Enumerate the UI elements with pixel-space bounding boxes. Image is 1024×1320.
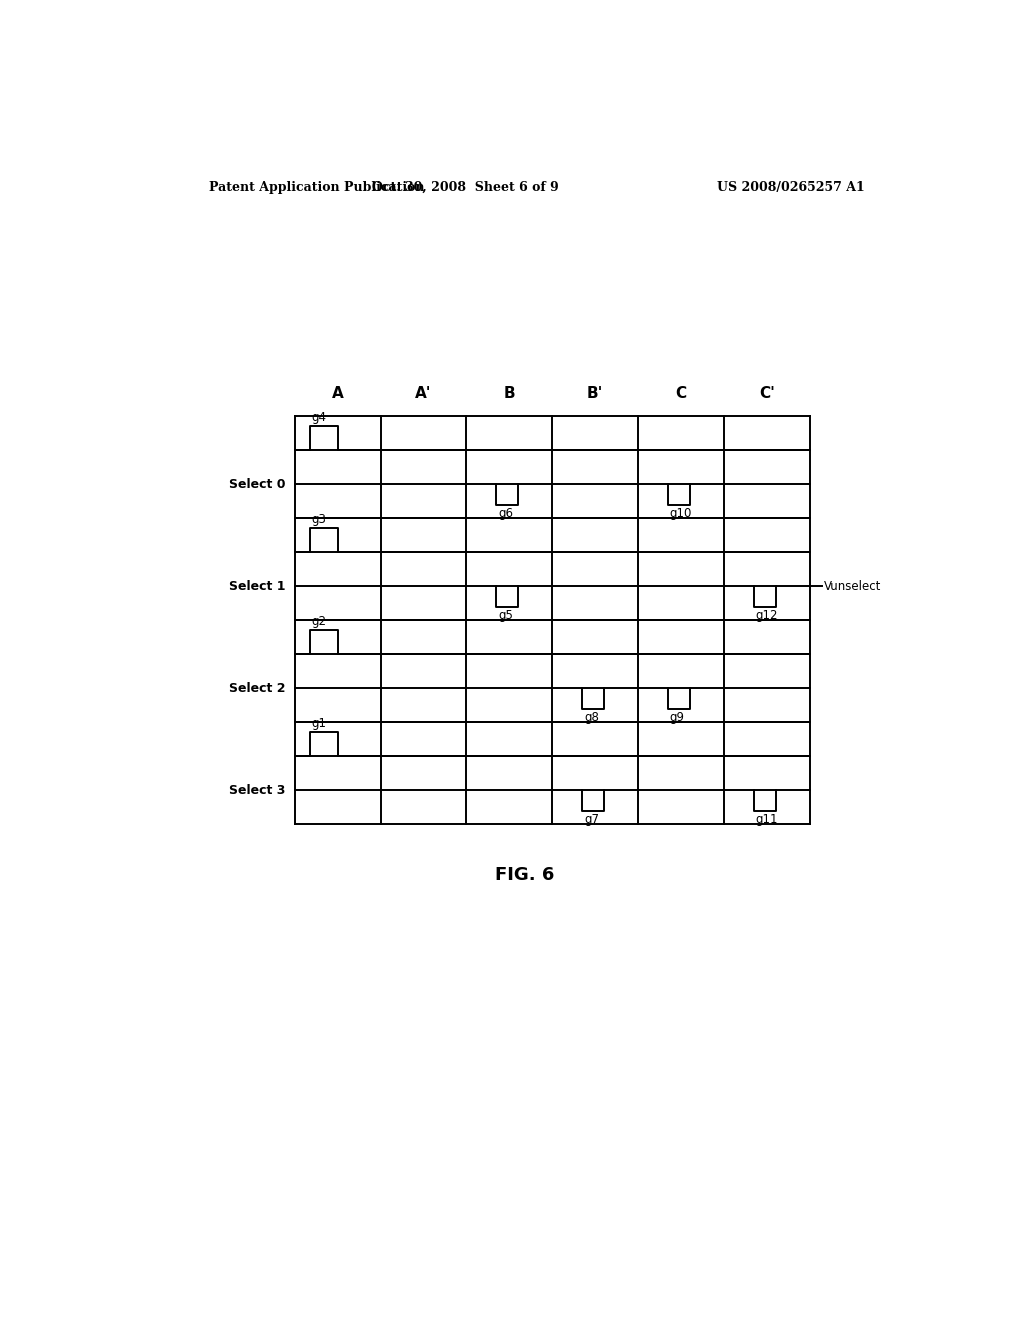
Text: g11: g11 xyxy=(756,813,778,826)
Text: FIG. 6: FIG. 6 xyxy=(496,866,554,883)
Text: B: B xyxy=(504,385,515,401)
Text: A: A xyxy=(332,385,343,401)
Text: g4: g4 xyxy=(311,411,327,424)
Text: g10: g10 xyxy=(670,507,692,520)
Text: C: C xyxy=(676,385,687,401)
Text: Select 3: Select 3 xyxy=(229,784,286,797)
Text: g8: g8 xyxy=(584,711,599,725)
Text: B': B' xyxy=(587,385,603,401)
Text: g3: g3 xyxy=(311,512,327,525)
Text: g2: g2 xyxy=(311,615,327,627)
Text: Vunselect: Vunselect xyxy=(824,579,882,593)
Text: US 2008/0265257 A1: US 2008/0265257 A1 xyxy=(717,181,864,194)
Text: Select 1: Select 1 xyxy=(228,579,286,593)
Text: g9: g9 xyxy=(670,711,685,725)
Text: A': A' xyxy=(415,385,432,401)
Text: Select 2: Select 2 xyxy=(228,682,286,694)
Text: g5: g5 xyxy=(498,609,513,622)
Text: Patent Application Publication: Patent Application Publication xyxy=(209,181,425,194)
Text: Oct. 30, 2008  Sheet 6 of 9: Oct. 30, 2008 Sheet 6 of 9 xyxy=(372,181,558,194)
Text: C': C' xyxy=(759,385,775,401)
Text: Select 0: Select 0 xyxy=(228,478,286,491)
Text: g7: g7 xyxy=(584,813,599,826)
Text: g12: g12 xyxy=(756,609,778,622)
Text: g6: g6 xyxy=(498,507,513,520)
Text: g1: g1 xyxy=(311,717,327,730)
